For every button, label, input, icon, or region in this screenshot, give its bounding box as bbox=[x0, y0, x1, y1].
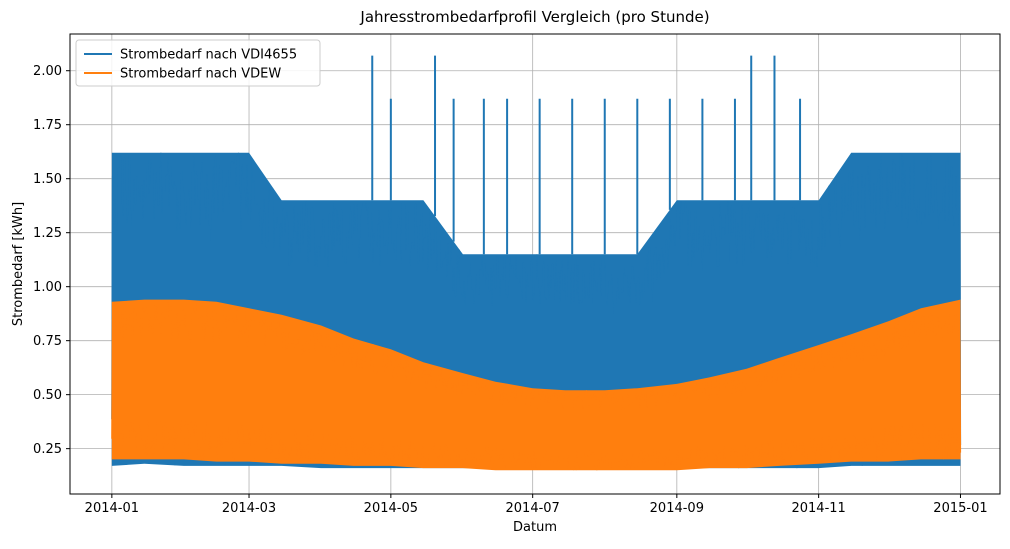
legend: Strombedarf nach VDI4655 Strombedarf nac… bbox=[75, 39, 321, 87]
x-tick-label: 2014-09 bbox=[650, 501, 704, 516]
x-axis-label: Datum bbox=[513, 520, 557, 535]
y-axis-label: Strombedarf [kWh] bbox=[11, 202, 26, 326]
chart-title: Jahresstrombedarfprofil Vergleich (pro S… bbox=[359, 8, 709, 26]
series-vdew bbox=[111, 299, 962, 471]
x-tick-label: 2014-03 bbox=[222, 501, 276, 516]
y-tick-label: 2.00 bbox=[33, 64, 62, 79]
y-tick-label: 0.75 bbox=[33, 334, 62, 349]
series-layer bbox=[111, 55, 962, 471]
x-tick-label: 2014-05 bbox=[364, 501, 418, 516]
y-tick-label: 1.00 bbox=[33, 280, 62, 295]
x-tick-label: 2014-11 bbox=[791, 501, 845, 516]
x-tick-label: 2014-07 bbox=[506, 501, 560, 516]
legend-label-vdi4655: Strombedarf nach VDI4655 bbox=[120, 48, 297, 63]
y-tick-label: 0.50 bbox=[33, 388, 62, 403]
x-tick-label: 2015-01 bbox=[933, 501, 987, 516]
y-tick-label: 0.25 bbox=[33, 442, 62, 457]
y-tick-label: 1.75 bbox=[33, 118, 62, 133]
plot-frame bbox=[69, 33, 1001, 495]
y-tick-label: 1.25 bbox=[33, 226, 62, 241]
x-tick-label: 2014-01 bbox=[85, 501, 139, 516]
legend-box bbox=[75, 39, 321, 87]
legend-label-vdew: Strombedarf nach VDEW bbox=[120, 67, 281, 82]
y-tick-label: 1.50 bbox=[33, 172, 62, 187]
tick-layer: 2014-01 2014-03 2014-05 2014-07 2014-09 2014-… bbox=[33, 64, 988, 516]
series-line bbox=[111, 300, 962, 471]
